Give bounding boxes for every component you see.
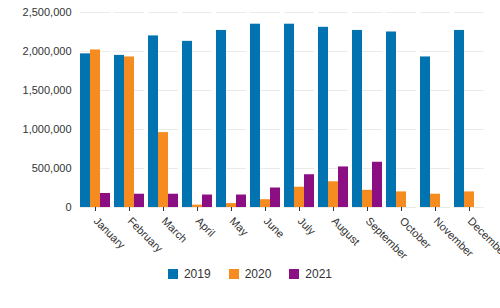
svg-text:0: 0 xyxy=(65,201,71,213)
svg-text:1,000,000: 1,000,000 xyxy=(23,123,72,135)
svg-text:March: March xyxy=(160,215,190,245)
svg-text:May: May xyxy=(228,215,252,239)
svg-text:August: August xyxy=(330,215,363,248)
svg-text:October: October xyxy=(398,215,434,251)
svg-text:September: September xyxy=(363,214,411,262)
svg-text:December: December xyxy=(466,215,500,260)
svg-text:April: April xyxy=(194,215,218,239)
svg-text:July: July xyxy=(296,215,319,238)
svg-text:February: February xyxy=(126,215,166,255)
html-text:2019: 2019 xyxy=(183,267,211,281)
svg-text:2,500,000: 2,500,000 xyxy=(23,6,72,18)
svg-text:January: January xyxy=(92,215,129,252)
svg-text:1,500,000: 1,500,000 xyxy=(23,84,72,96)
html-text:2021: 2021 xyxy=(305,267,332,281)
html-text:2020: 2020 xyxy=(244,267,272,281)
svg-text:November: November xyxy=(431,214,476,260)
svg-text:500,000: 500,000 xyxy=(32,162,72,174)
svg-text:2,000,000: 2,000,000 xyxy=(23,45,72,57)
svg-text:June: June xyxy=(262,215,287,240)
